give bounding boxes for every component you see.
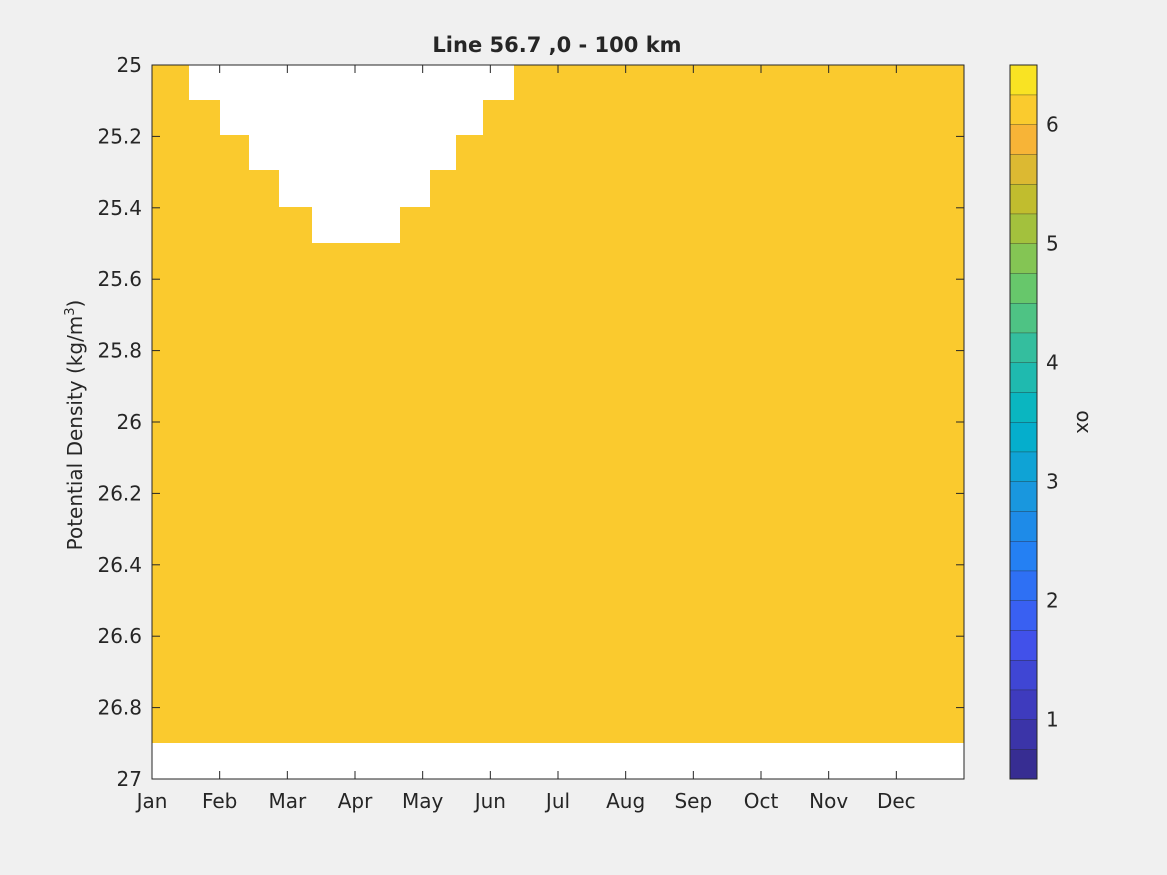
colorbar-level: [1010, 600, 1037, 631]
colorbar: 1 2 3 4 5 6: [1009, 64, 1059, 780]
colorbar-level: [1010, 273, 1037, 303]
x-tick-label: Jun: [473, 789, 506, 813]
colorbar-tick-label: 1: [1046, 708, 1059, 732]
no-data-upper-region: [189, 65, 514, 243]
colorbar-level: [1010, 689, 1037, 720]
colorbar-tick-label: 4: [1046, 351, 1059, 375]
colorbar-level: [1010, 749, 1037, 779]
chart-title: Line 56.7 ,0 - 100 km: [432, 33, 681, 57]
colorbar-level: [1010, 481, 1037, 512]
colorbar-level: [1010, 630, 1037, 660]
y-tick-label: 25.6: [97, 267, 142, 291]
colorbar-tick-label: 5: [1046, 232, 1059, 256]
x-tick-label: Oct: [744, 789, 779, 813]
colorbar-level: [1010, 332, 1037, 363]
y-axis-label-close: ): [63, 300, 87, 308]
x-tick-label: Aug: [606, 789, 645, 813]
colorbar-level: [1010, 660, 1037, 690]
colorbar-level: [1010, 65, 1037, 95]
contour-fills: [152, 65, 964, 779]
y-tick-label: 26: [117, 410, 142, 434]
colorbar-level: [1010, 124, 1037, 155]
colorbar-level: [1010, 392, 1037, 422]
y-tick-label: 25.2: [97, 124, 142, 148]
y-tick-label: 25.8: [97, 339, 142, 363]
colorbar-level: [1010, 94, 1037, 125]
y-axis: 25 25.2 25.4 25.6 25.8 26 26.2 26.4 26.6 26.8 27: [97, 53, 964, 791]
y-tick-label: 26.4: [97, 553, 142, 577]
y-tick-label: 26.2: [97, 481, 142, 505]
x-tick-label: Dec: [877, 789, 916, 813]
x-tick-label: Nov: [809, 789, 848, 813]
colorbar-level: [1010, 213, 1037, 244]
y-tick-label: 25.4: [97, 196, 142, 220]
contour-band: [152, 65, 964, 779]
colorbar-frame: [1009, 64, 1038, 780]
colorbar-level: [1010, 154, 1037, 184]
colorbar-level: [1010, 511, 1037, 541]
colorbar-label: ox: [1072, 410, 1096, 434]
colorbar-level: [1010, 541, 1037, 571]
plot-area: [151, 64, 965, 780]
colorbar-level: [1010, 243, 1037, 274]
colorbar-level: [1010, 362, 1037, 393]
colorbar-level: [1010, 422, 1037, 452]
y-tick-label: 26.6: [97, 624, 142, 648]
y-axis-label: Potential Density (kg/m3): [63, 300, 87, 551]
colorbar-tick-label: 3: [1046, 470, 1059, 494]
colorbar-level: [1010, 719, 1037, 750]
x-tick-label: May: [402, 789, 444, 813]
y-tick-label: 27: [117, 767, 142, 791]
y-tick-label: 26.8: [97, 696, 142, 720]
colorbar-level: [1010, 303, 1037, 333]
colorbar-tick-label: 6: [1046, 113, 1059, 137]
colorbar-level: [1010, 184, 1037, 214]
colorbar-tick-label: 2: [1046, 589, 1059, 613]
y-axis-label-superscript: 3: [63, 307, 78, 315]
y-tick-label: 25: [117, 53, 142, 77]
x-axis: Jan Feb Mar Apr May Jun Jul Aug Sep Oct Nov Dec: [135, 65, 916, 813]
x-tick-label: Mar: [268, 789, 307, 813]
x-tick-label: Jan: [135, 789, 168, 813]
colorbar-level: [1010, 570, 1037, 601]
x-tick-label: Apr: [338, 789, 373, 813]
y-axis-label-main: Potential Density (kg/m: [63, 316, 87, 551]
colorbar-level: [1010, 451, 1037, 482]
x-tick-label: Sep: [674, 789, 712, 813]
x-tick-label: Jul: [544, 789, 570, 813]
x-tick-label: Feb: [202, 789, 237, 813]
